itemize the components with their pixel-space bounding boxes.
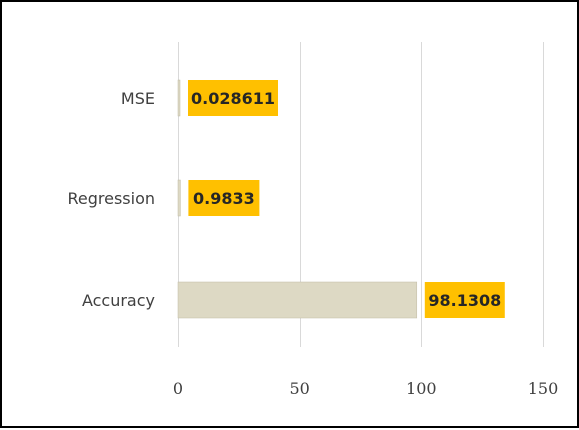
x-axis-tick-labels: 0 50 100 150	[173, 379, 558, 398]
x-tick-label: 150	[528, 379, 559, 398]
bars	[177, 79, 418, 319]
data-label-accuracy: 98.1308	[428, 291, 501, 310]
data-label-box-regression	[188, 180, 260, 216]
data-labels: 0.028611 0.9833 98.1308	[188, 80, 505, 318]
x-tick-label: 0	[173, 379, 183, 398]
x-tick-label: 100	[406, 379, 437, 398]
category-label-mse: MSE	[121, 89, 155, 108]
bar-regression	[177, 179, 181, 217]
data-label-box-mse	[188, 80, 278, 116]
bar-mse	[177, 79, 181, 117]
x-tick-label: 50	[289, 379, 309, 398]
data-label-mse: 0.028611	[191, 89, 275, 108]
data-label-box-accuracy	[424, 282, 505, 318]
category-labels: MSE Regression Accuracy	[67, 89, 155, 310]
bar-accuracy	[177, 281, 418, 319]
category-label-regression: Regression	[67, 189, 155, 208]
category-label-accuracy: Accuracy	[82, 291, 155, 310]
data-label-regression: 0.9833	[193, 189, 255, 208]
